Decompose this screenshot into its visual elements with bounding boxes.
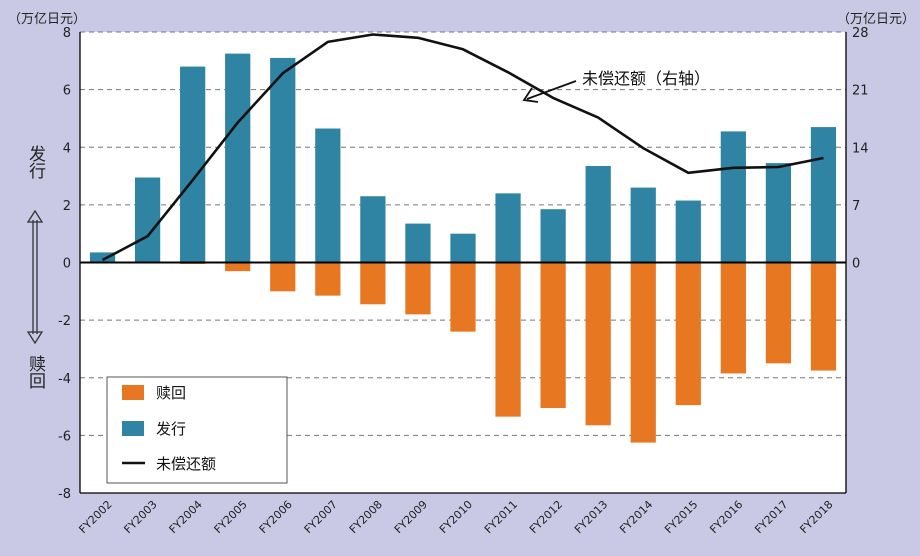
- bar-redemption: [631, 263, 656, 443]
- bar-redemption: [270, 263, 295, 292]
- y-left-tick-label: -2: [58, 314, 71, 329]
- bar-redemption: [225, 263, 250, 272]
- x-tick-label: FY2013: [572, 498, 610, 536]
- y-right-tick-label: 0: [852, 257, 860, 272]
- x-tick-label: FY2018: [797, 498, 835, 536]
- x-tick-label: FY2014: [617, 498, 655, 536]
- x-tick-label: FY2017: [752, 498, 790, 536]
- x-tick-label: FY2007: [302, 498, 340, 536]
- x-tick-label: FY2004: [167, 498, 205, 536]
- x-tick-label: FY2006: [257, 498, 295, 536]
- y-right-tick-label: 7: [852, 199, 860, 214]
- x-tick-labels: FY2002 FY2003 FY2004 FY2005 FY2006 FY2007 FY20…: [76, 498, 835, 536]
- bar-issue: [676, 201, 701, 263]
- bar-redemption: [811, 263, 836, 371]
- x-tick-label: FY2005: [212, 498, 250, 536]
- bar-issue: [450, 234, 475, 263]
- x-tick-label: FY2003: [121, 498, 159, 536]
- legend-swatch-issue: [122, 421, 144, 436]
- bar-redemption: [405, 263, 430, 315]
- y-left-tick-label: 6: [63, 84, 71, 99]
- legend: 赎回 发行 未偿还额: [107, 377, 287, 483]
- legend-label-outstanding: 未偿还额: [156, 455, 216, 473]
- y-left-tick-label: 8: [63, 26, 71, 41]
- y-right-tick-label: 28: [852, 26, 869, 41]
- bar-issue: [586, 166, 611, 263]
- y-right-tick-label: 14: [852, 141, 869, 156]
- bar-redemption: [541, 263, 566, 409]
- double-arrow-icon: [28, 211, 42, 343]
- bar-redemption: [586, 263, 611, 426]
- bar-issue: [495, 193, 520, 262]
- bar-redemption: [766, 263, 791, 364]
- bar-issue: [315, 129, 340, 263]
- y-left-tick-label: -8: [58, 487, 71, 502]
- legend-label-redemption: 赎回: [156, 384, 186, 402]
- bar-issue: [721, 131, 746, 262]
- line-annotation: 未偿还额（右轴）: [582, 69, 710, 88]
- x-tick-label: FY2016: [707, 498, 745, 536]
- bar-issue: [225, 54, 250, 263]
- bar-issue: [766, 163, 791, 262]
- y-left-tick-label: -6: [58, 429, 71, 444]
- bar-issue: [270, 58, 295, 263]
- bar-redemption: [360, 263, 385, 305]
- y-left-tick-label: -4: [58, 372, 71, 387]
- legend-label-issue: 发行: [156, 420, 186, 438]
- bar-issue: [541, 209, 566, 262]
- side-label-issue: 发行: [25, 145, 46, 180]
- x-tick-label: FY2012: [527, 498, 565, 536]
- x-tick-label: FY2015: [662, 498, 700, 536]
- bar-issue: [631, 188, 656, 263]
- legend-swatch-redemption: [122, 385, 144, 400]
- x-tick-label: FY2002: [76, 498, 114, 536]
- bar-issue: [811, 127, 836, 262]
- bar-redemption: [315, 263, 340, 296]
- bar-redemption: [495, 263, 520, 417]
- side-label-redemption: 赎回: [25, 355, 46, 389]
- y-right-tick-label: 21: [852, 84, 869, 99]
- bar-issue: [360, 196, 385, 262]
- x-tick-label: FY2008: [347, 498, 385, 536]
- y-left-tick-label: 0: [63, 257, 71, 272]
- bar-redemption: [721, 263, 746, 374]
- right-unit-label: （万亿日元）: [837, 12, 915, 27]
- x-tick-label: FY2011: [482, 498, 520, 536]
- x-tick-label: FY2010: [437, 498, 475, 536]
- bar-redemption: [676, 263, 701, 406]
- bar-redemption: [450, 263, 475, 332]
- y-left-tick-label: 2: [63, 199, 71, 214]
- x-tick-label: FY2009: [392, 498, 430, 536]
- left-unit-label: （万亿日元）: [8, 12, 86, 27]
- bar-issue: [180, 67, 205, 263]
- bar-issue: [135, 178, 160, 263]
- bar-issue: [405, 224, 430, 263]
- y-left-tick-label: 4: [63, 141, 71, 156]
